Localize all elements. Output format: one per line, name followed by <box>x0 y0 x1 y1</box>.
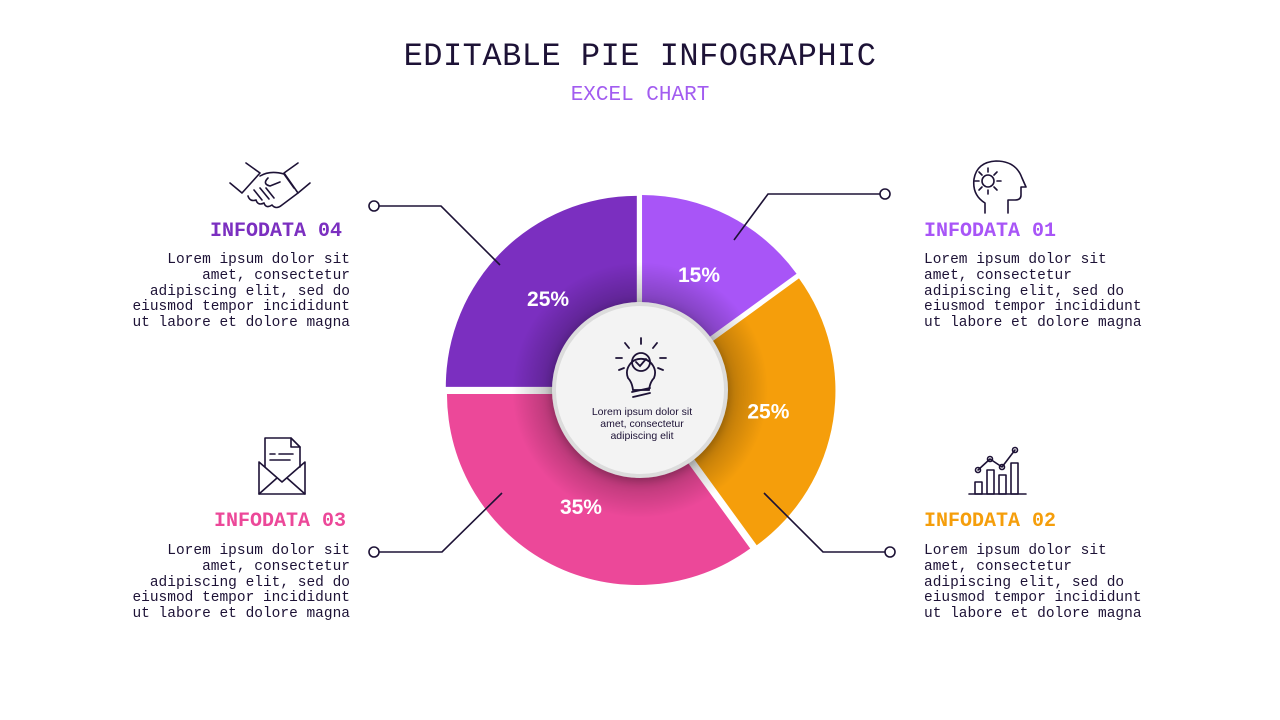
pie-slice-label-1: 15% <box>678 264 720 287</box>
page-title: EDITABLE PIE INFOGRAPHIC <box>403 38 877 75</box>
infodata-01-title: INFODATA 01 <box>924 220 1057 243</box>
infodata-03-title: INFODATA 03 <box>213 510 346 533</box>
infodata-01-body: Lorem ipsum dolor sit amet, consectetur … <box>924 252 1142 332</box>
envelope-document-icon <box>258 437 306 495</box>
connector-infodata-02-dot <box>884 546 896 558</box>
connector-infodata-01 <box>733 193 880 241</box>
infodata-04-title: INFODATA 04 <box>209 220 342 243</box>
infodata-02-title: INFODATA 02 <box>924 510 1057 533</box>
center-text: Lorem ipsum dolor sit amet, consectetur … <box>591 406 693 442</box>
connector-infodata-03-dot <box>368 546 380 558</box>
connector-infodata-04-dot <box>368 200 380 212</box>
lightbulb-check-icon <box>615 337 667 398</box>
pie-slice-label-4: 25% <box>527 288 569 311</box>
infodata-03-body: Lorem ipsum dolor sit amet, consectetur … <box>132 543 350 623</box>
connector-infodata-02 <box>763 492 885 553</box>
head-gear-icon <box>972 160 1027 214</box>
infodata-02-body: Lorem ipsum dolor sit amet, consectetur … <box>924 543 1142 623</box>
handshake-icon <box>229 162 311 209</box>
connector-infodata-01-dot <box>879 188 891 200</box>
infodata-04-body: Lorem ipsum dolor sit amet, consectetur … <box>132 252 350 332</box>
bar-chart-trend-icon <box>968 446 1027 495</box>
connector-infodata-04 <box>379 205 501 266</box>
pie-slice-label-2: 25% <box>747 400 789 423</box>
page-subtitle: EXCEL CHART <box>570 84 710 107</box>
connector-infodata-03 <box>379 492 503 553</box>
pie-slice-label-3: 35% <box>560 496 602 519</box>
